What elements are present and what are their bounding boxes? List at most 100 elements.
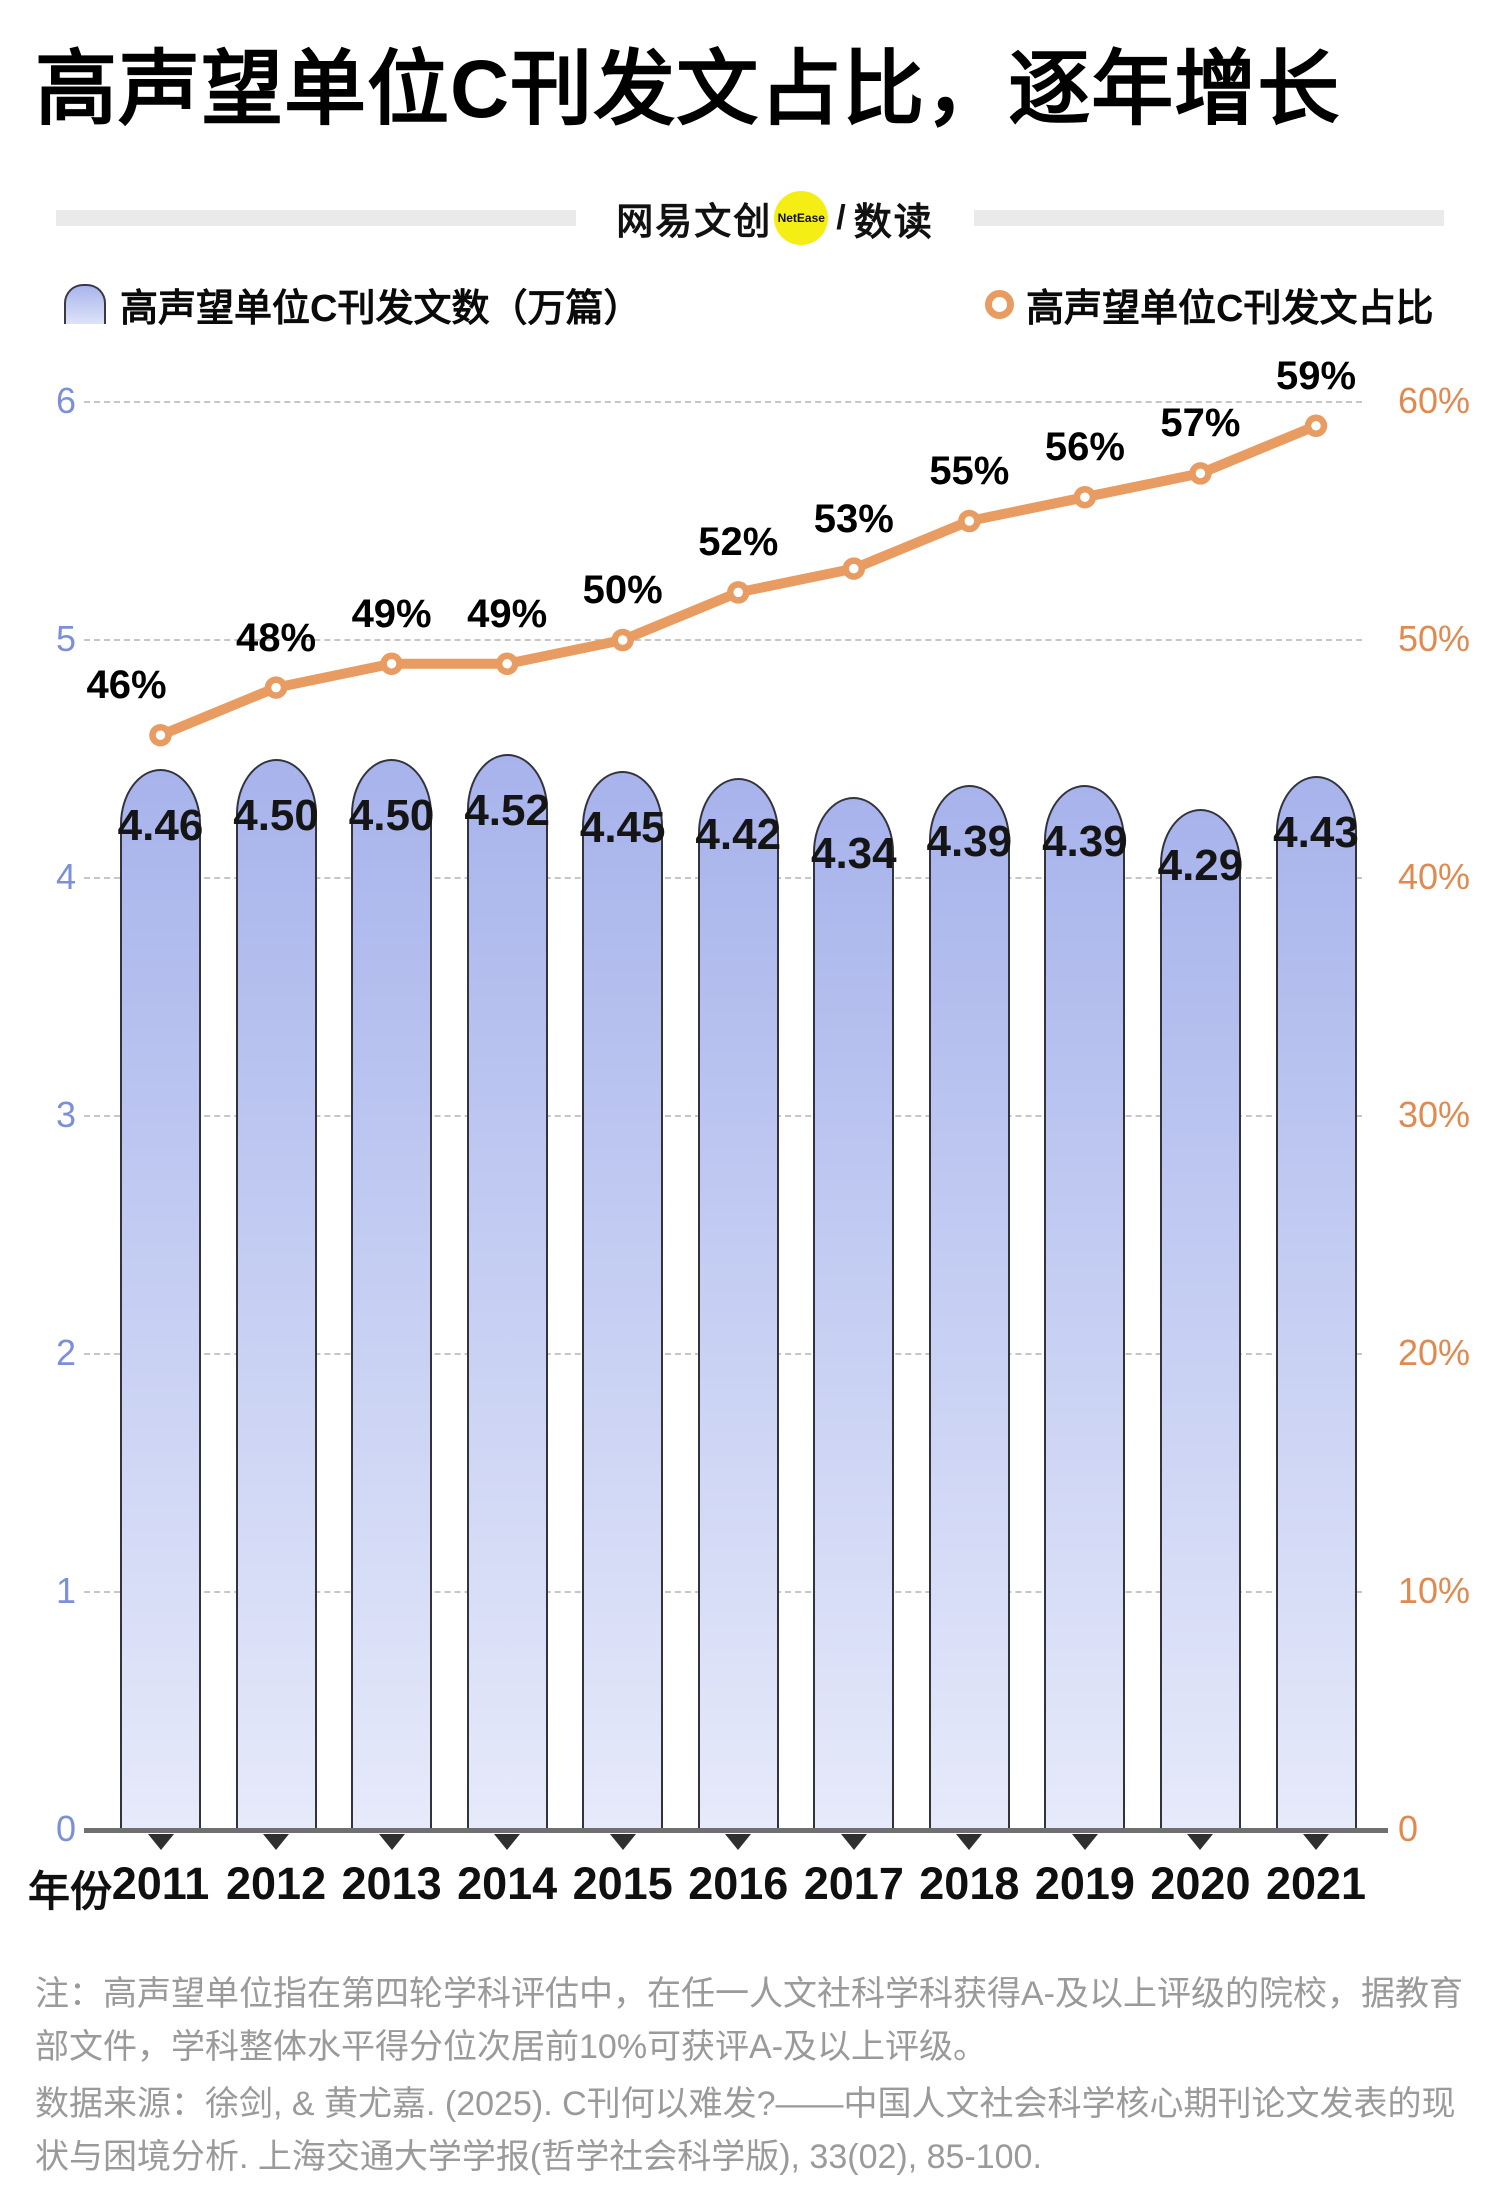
divider-bar-right [973,210,1444,226]
x-axis-year-label-2016: 2016 [688,1858,789,1909]
gridline-6 [84,401,1362,403]
line-value-label-2020: 57% [1160,401,1241,446]
y-axis-right-tick-50%: 50% [1398,618,1471,659]
netease-badge-icon: NetEase [774,191,829,245]
bar-value-label-2011: 4.46 [117,800,204,850]
brand-row: 网易文创 NetEase / 数读 [0,188,1500,248]
bar-2016 [697,778,779,1830]
x-axis-tick-marker-2019 [1071,1834,1098,1850]
x-axis-tick-marker-2013 [378,1834,405,1850]
line-value-label-2015: 50% [582,568,663,612]
legend-line-series: 高声望单位C刊发文占比 [985,282,1433,330]
y-axis-left-tick-6: 6 [55,380,76,421]
legend-line-label: 高声望单位C刊发文占比 [1026,287,1434,330]
y-axis-left-tick-1: 1 [55,1570,76,1611]
legend-bar-label: 高声望单位C刊发文数（万篇） [120,287,642,330]
x-axis-year-label-2012: 2012 [225,1858,327,1909]
bar-2015 [582,770,664,1830]
bar-2020 [1159,808,1241,1830]
bar-value-label-2015: 4.45 [579,802,666,852]
line-value-label-2014: 49% [467,591,548,636]
line-value-label-2012: 48% [236,615,317,660]
line-value-label-2018: 55% [929,449,1010,493]
line-marker-2012 [264,676,288,699]
x-axis-year-label-2020: 2020 [1150,1858,1251,1909]
line-value-label-2016: 52% [698,520,779,565]
x-axis-title: 年份 [28,1868,113,1915]
line-marker-2019 [1073,485,1097,509]
x-axis-year-label-2014: 2014 [457,1858,558,1909]
bar-2018 [928,785,1010,1830]
x-axis-tick-marker-2014 [494,1834,521,1850]
line-marker-2020 [1189,462,1212,485]
y-axis-right-tick-20%: 20% [1398,1332,1471,1373]
page-title: 高声望单位C刊发文占比，逐年增长 [35,44,1341,135]
bar-2013 [351,759,433,1830]
x-axis-tick-marker-2015 [609,1834,636,1850]
x-axis-year-label-2019: 2019 [1034,1858,1135,1909]
bar-value-label-2021: 4.43 [1273,807,1359,857]
bar-2011 [120,768,201,1830]
y-axis-right-tick-0: 0 [1398,1808,1419,1849]
legend-bar-series: 高声望单位C刊发文数（万篇） [64,282,641,330]
ring-marker-icon [985,289,1014,319]
share-line [155,420,1321,741]
divider-bar-left [56,210,577,226]
x-axis-tick-marker-2021 [1303,1834,1329,1850]
bar-2019 [1044,785,1126,1830]
line-value-label-2019: 56% [1044,425,1125,470]
gridline-5 [84,639,1362,641]
x-axis-year-label-2011: 2011 [111,1858,210,1909]
line-value-label-2013: 49% [351,591,432,636]
x-axis-year-label-2013: 2013 [341,1858,442,1909]
line-value-label-2017: 53% [813,496,894,541]
line-value-label-2011: 46% [86,663,167,708]
bar-value-label-2013: 4.50 [348,791,435,840]
bar-value-label-2019: 4.39 [1042,817,1128,867]
x-axis-tick-marker-2020 [1187,1834,1214,1850]
line-marker-2013 [380,652,403,676]
note-text: 注：高声望单位指在第四轮学科评估中，在任一人文社科学科获得A-及以上评级的院校，… [35,1975,1463,2066]
line-marker-2021 [1304,414,1328,438]
x-axis-tick-marker-2017 [840,1834,867,1850]
bar-2021 [1275,775,1357,1830]
x-axis-tick-marker-2011 [147,1834,174,1850]
bar-2014 [466,754,548,1830]
y-axis-right-tick-60%: 60% [1398,380,1471,421]
x-axis-tick-marker-2018 [956,1834,983,1850]
netease-badge-text: NetEase [777,211,825,225]
line-marker-2017 [842,557,866,580]
line-value-label-2021: 59% [1275,353,1357,398]
line-marker-2011 [149,723,172,747]
x-axis-baseline [84,1828,1388,1833]
y-axis-left-tick-4: 4 [55,856,76,897]
bar-value-label-2017: 4.34 [810,829,897,879]
bar-value-label-2016: 4.42 [695,810,782,860]
shudu-logo: 数读 [853,201,934,244]
bar-swatch-icon [64,284,106,324]
y-axis-right-tick-10%: 10% [1398,1570,1471,1611]
line-marker-2018 [958,509,981,533]
line-marker-2014 [495,652,519,676]
y-axis-right-tick-40%: 40% [1398,856,1471,897]
netease-wenchuang-logo: 网易文创 [616,201,773,242]
line-marker-2015 [611,628,634,652]
y-axis-left-tick-2: 2 [55,1332,76,1373]
bar-value-label-2020: 4.29 [1157,840,1244,890]
bar-value-label-2012: 4.50 [233,791,319,840]
bar-value-label-2014: 4.52 [464,786,550,836]
bar-2012 [235,759,317,1830]
y-axis-right-tick-30%: 30% [1398,1094,1471,1135]
y-axis-left-tick-3: 3 [55,1094,76,1135]
source-text: 数据来源：徐剑, & 黄尤嘉. (2025). C刊何以难发?——中国人文社会科… [35,2085,1456,2176]
bar-value-label-2018: 4.39 [926,817,1013,867]
y-axis-left-tick-5: 5 [55,618,76,659]
x-axis-tick-marker-2016 [725,1834,752,1850]
y-axis-left-tick-0: 0 [55,1808,76,1849]
bar-2017 [813,797,895,1830]
logo-slash: / [836,198,846,237]
x-axis-year-label-2018: 2018 [919,1858,1020,1909]
line-marker-2016 [727,581,750,604]
